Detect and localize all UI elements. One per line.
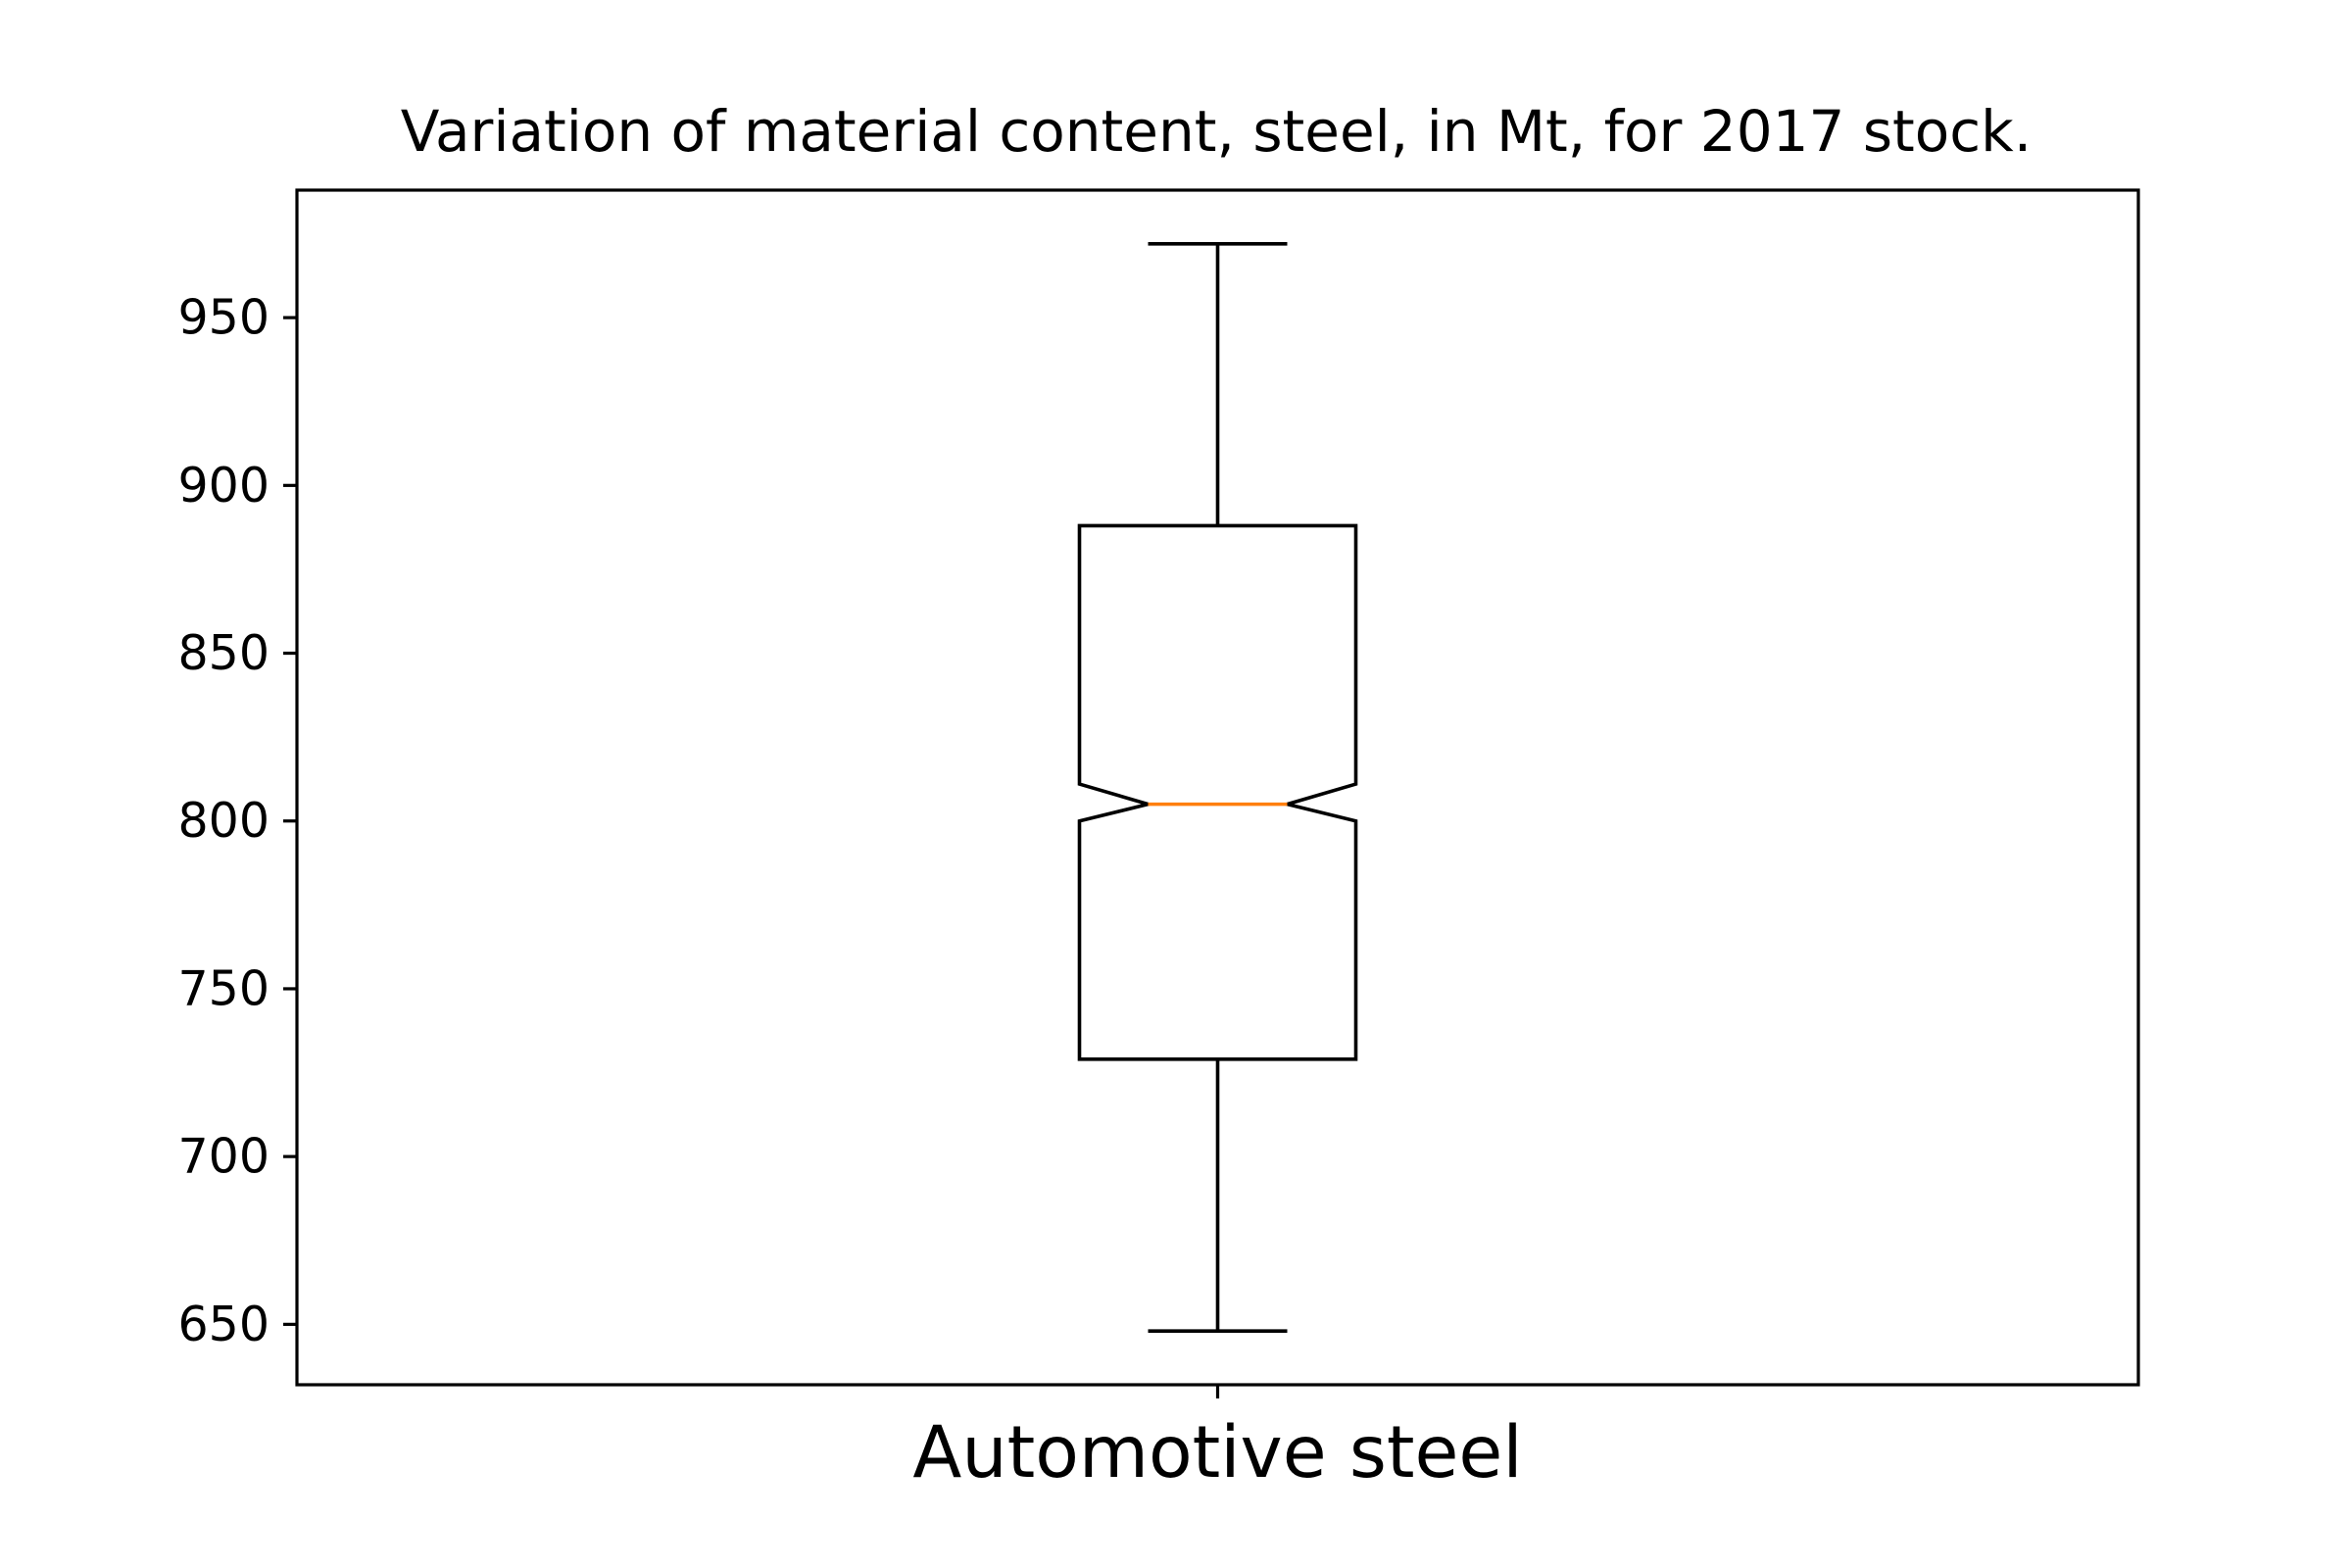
y-axis: 650 700 750 800 850 900 950	[177, 290, 297, 1352]
boxes-layer	[1077, 241, 1358, 1334]
x-axis: Automotive steel	[912, 1385, 1523, 1494]
y-tick-label: 900	[177, 458, 270, 514]
plot-frame	[295, 188, 2140, 1387]
y-tick-label: 650	[177, 1297, 270, 1352]
y-tick-label: 700	[177, 1129, 270, 1185]
x-category-label: Automotive steel	[912, 1411, 1522, 1494]
y-tick-label: 750	[177, 960, 270, 1016]
y-tick-label: 800	[177, 793, 270, 849]
box-body	[1077, 523, 1358, 1061]
y-tick-label: 850	[177, 625, 270, 681]
chart-title: Variation of material content, steel, in…	[401, 98, 2032, 165]
y-tick-label: 950	[177, 290, 270, 346]
